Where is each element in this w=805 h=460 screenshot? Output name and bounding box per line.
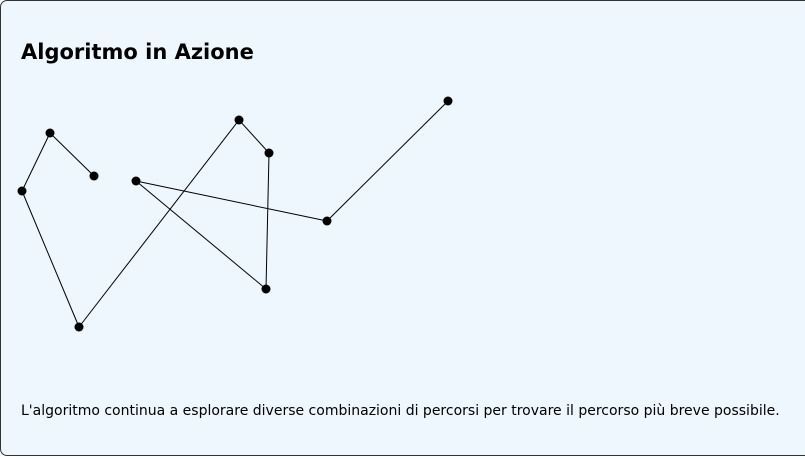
route-node <box>264 148 274 158</box>
page-title: Algoritmo in Azione <box>21 40 254 64</box>
route-edge <box>326 100 449 222</box>
route-edge <box>21 190 80 328</box>
route-node <box>45 128 55 138</box>
route-node <box>131 176 141 186</box>
route-edges <box>21 100 449 328</box>
route-node <box>443 96 453 106</box>
route-node <box>261 284 271 294</box>
route-node <box>322 216 332 226</box>
description-text: L'algoritmo continua a esplorare diverse… <box>21 403 780 419</box>
route-edge <box>78 119 240 328</box>
route-node <box>74 322 84 332</box>
route-node <box>234 115 244 125</box>
route-edge <box>135 180 328 222</box>
route-nodes <box>17 96 453 332</box>
route-node <box>89 171 99 181</box>
route-edge <box>21 132 51 192</box>
route-edge <box>135 180 267 290</box>
route-edge <box>49 132 95 177</box>
route-edge <box>265 152 270 290</box>
route-edge <box>238 119 270 154</box>
route-node <box>17 186 27 196</box>
